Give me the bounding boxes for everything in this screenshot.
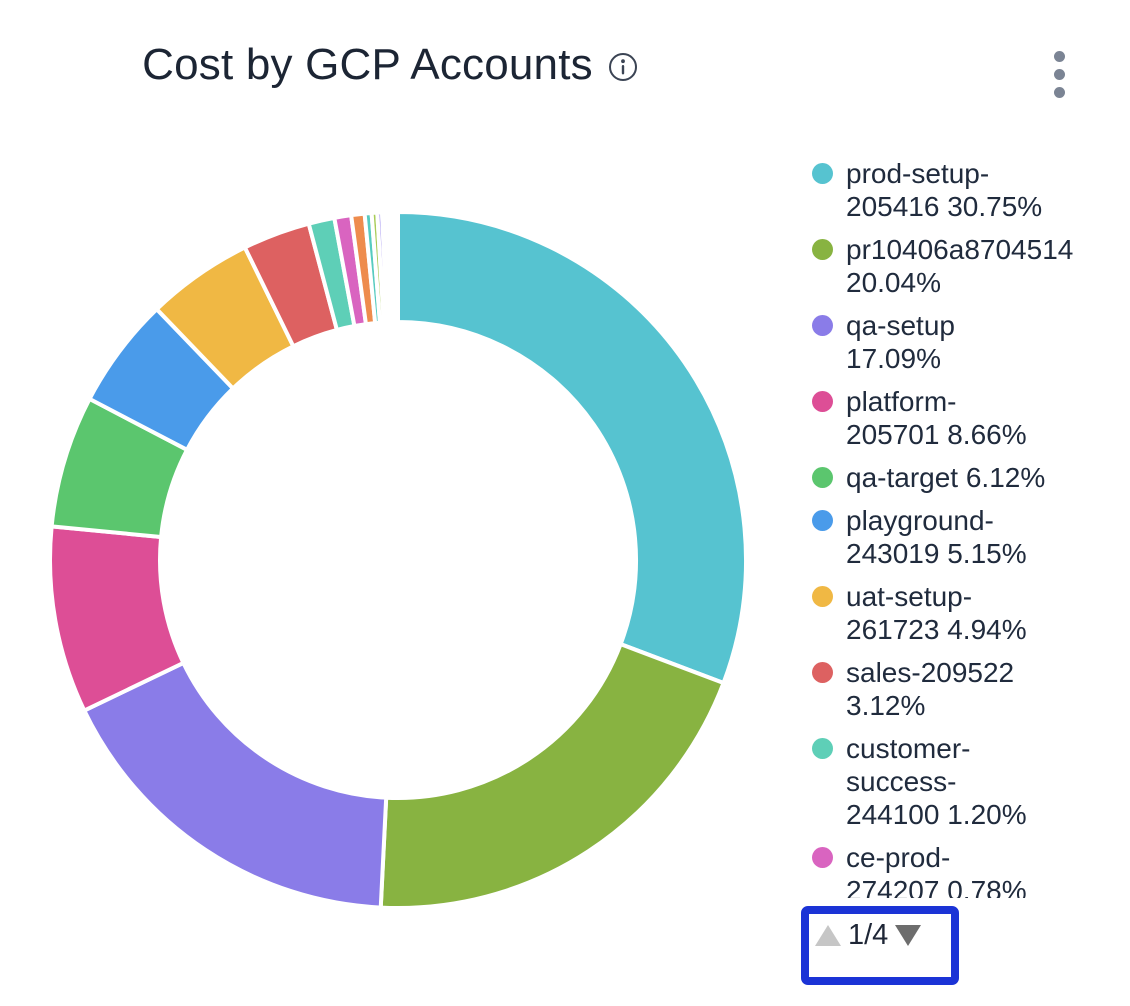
legend-item-label: sales-209522 3.12% xyxy=(846,657,1015,721)
pie-slice-pr10406a8704514[interactable] xyxy=(378,642,726,910)
legend-item-label: qa-target 6.12% xyxy=(846,462,1046,493)
legend-item-ce-prod-274207[interactable]: ce-prod- 274207 0.78% xyxy=(812,841,1130,898)
pie-slice-unlabeled-slice-17[interactable] xyxy=(385,210,395,325)
legend-dot-icon xyxy=(812,738,833,759)
page-down-icon[interactable] xyxy=(895,925,922,946)
kebab-dot-icon xyxy=(1053,86,1065,98)
legend-pagination: 1/4 xyxy=(809,914,951,952)
pie-slice-qa-setup[interactable] xyxy=(82,660,389,910)
legend-item-label: ce-prod- 274207 0.78% xyxy=(846,842,1027,898)
legend-dot-icon xyxy=(812,467,833,488)
info-icon[interactable] xyxy=(608,52,638,82)
legend-item-playground-243019[interactable]: playground- 243019 5.15% xyxy=(812,504,1130,570)
legend-dot-icon xyxy=(812,510,833,531)
widget-header: Cost by GCP Accounts xyxy=(0,40,780,90)
legend-item-uat-setup-261723[interactable]: uat-setup- 261723 4.94% xyxy=(812,580,1130,646)
legend-item-label: prod-setup- 205416 30.75% xyxy=(846,158,1043,222)
page-title: Cost by GCP Accounts xyxy=(142,40,593,89)
legend-item-label: pr10406a8704514 20.04% xyxy=(846,234,1074,298)
legend-dot-icon xyxy=(812,391,833,412)
legend-item-label: playground- 243019 5.15% xyxy=(846,505,1027,569)
legend-item-qa-target[interactable]: qa-target 6.12% xyxy=(812,461,1130,494)
legend-dot-icon xyxy=(812,662,833,683)
kebab-menu-button[interactable] xyxy=(1042,46,1076,102)
kebab-dot-icon xyxy=(1053,68,1065,80)
legend-item-platform-205701[interactable]: platform- 205701 8.66% xyxy=(812,385,1130,451)
legend-item-sales-209522[interactable]: sales-209522 3.12% xyxy=(812,656,1130,722)
legend-dot-icon xyxy=(812,163,833,184)
legend-item-label: platform- 205701 8.66% xyxy=(846,386,1027,450)
legend-dot-icon xyxy=(812,239,833,260)
legend-dot-icon xyxy=(812,586,833,607)
legend-item-prod-setup-205416[interactable]: prod-setup- 205416 30.75% xyxy=(812,157,1130,223)
donut-chart xyxy=(18,180,778,940)
legend-item-label: customer-success- 244100 1.20% xyxy=(846,733,1027,830)
kebab-dot-icon xyxy=(1053,50,1065,62)
chart-legend: prod-setup- 205416 30.75% pr10406a8704514 2… xyxy=(812,157,1130,898)
page-up-icon[interactable] xyxy=(815,925,841,946)
legend-item-pr10406a8704514[interactable]: pr10406a8704514 20.04% xyxy=(812,233,1130,299)
legend-item-qa-setup[interactable]: qa-setup 17.09% xyxy=(812,309,1130,375)
legend-pagination-highlight-box: 1/4 xyxy=(801,906,959,985)
legend-item-label: qa-setup 17.09% xyxy=(846,310,955,374)
legend-dot-icon xyxy=(812,315,833,336)
legend-item-customer-success-244100[interactable]: customer-success- 244100 1.20% xyxy=(812,732,1130,831)
legend-dot-icon xyxy=(812,847,833,868)
legend-item-label: uat-setup- 261723 4.94% xyxy=(846,581,1027,645)
page-indicator: 1/4 xyxy=(848,919,889,951)
pie-slice-prod-setup-205416[interactable] xyxy=(396,210,748,686)
